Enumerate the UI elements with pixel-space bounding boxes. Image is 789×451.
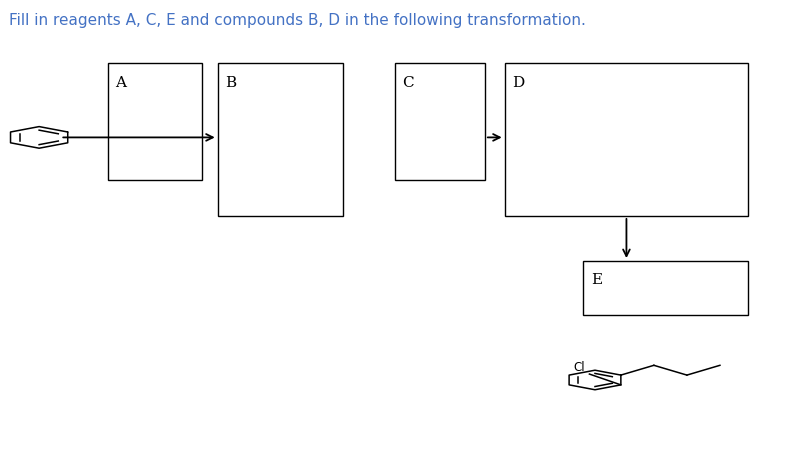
Bar [505, 64, 748, 216]
Text: E: E [591, 272, 602, 286]
Bar [218, 64, 343, 216]
Text: Cl: Cl [574, 360, 585, 373]
Text: C: C [402, 75, 414, 89]
Text: Fill in reagents A, C, E and compounds B, D in the following transformation.: Fill in reagents A, C, E and compounds B… [9, 13, 586, 28]
Bar [107, 64, 202, 181]
Text: D: D [512, 75, 525, 89]
Bar [394, 64, 485, 181]
Bar [583, 262, 748, 315]
Text: B: B [226, 75, 237, 89]
Text: A: A [115, 75, 126, 89]
